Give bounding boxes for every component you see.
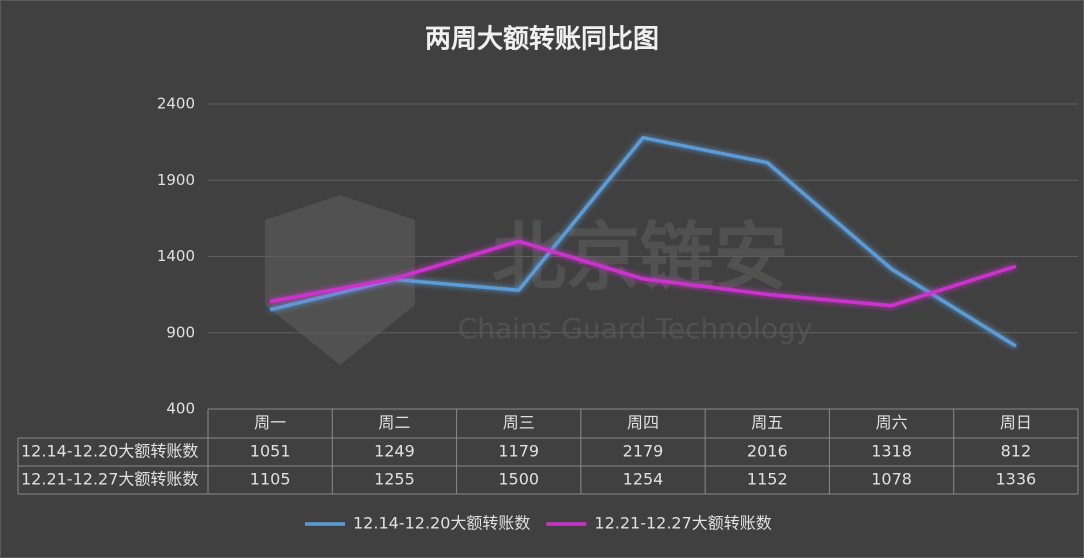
table-cell: 2179 bbox=[623, 442, 664, 461]
x-tick-label: 周五 bbox=[751, 413, 783, 432]
table-cell: 1318 bbox=[871, 442, 912, 461]
watermark-logo bbox=[265, 195, 415, 365]
legend-label: 12.21-12.27大额转账数 bbox=[594, 514, 771, 533]
table-cell: 1249 bbox=[374, 442, 415, 461]
x-tick-label: 周三 bbox=[503, 413, 535, 432]
table-cell: 1500 bbox=[498, 470, 539, 489]
y-tick-label: 1400 bbox=[157, 247, 195, 265]
table-cell: 1336 bbox=[995, 470, 1036, 489]
y-tick-label: 2400 bbox=[157, 95, 195, 113]
y-tick-label: 400 bbox=[166, 400, 195, 418]
table-cell: 1078 bbox=[871, 470, 912, 489]
series-line bbox=[269, 239, 1017, 308]
x-tick-label: 周四 bbox=[627, 413, 659, 432]
legend-label: 12.14-12.20大额转账数 bbox=[353, 514, 530, 533]
legend: 12.14-12.20大额转账数 12.21-12.27大额转账数 bbox=[305, 514, 772, 533]
table-cell: 1105 bbox=[250, 470, 291, 489]
watermark-subtitle: Chains Guard Technology bbox=[458, 312, 813, 345]
table-cell: 812 bbox=[1001, 442, 1032, 461]
y-tick-label: 1900 bbox=[157, 171, 195, 189]
x-tick-label: 周一 bbox=[254, 413, 286, 432]
table-row-label: 12.14-12.20大额转账数 bbox=[21, 442, 198, 461]
table-cell: 2016 bbox=[747, 442, 788, 461]
x-tick-label: 周六 bbox=[876, 413, 908, 432]
table-cell: 1254 bbox=[623, 470, 664, 489]
table-cell: 1179 bbox=[498, 442, 539, 461]
watermark: 北京链安 Chains Guard Technology bbox=[265, 195, 812, 365]
table-cell: 1152 bbox=[747, 470, 788, 489]
y-tick-label: 900 bbox=[166, 323, 195, 341]
x-tick-label: 周二 bbox=[378, 413, 410, 432]
watermark-text: 北京链安 bbox=[492, 215, 788, 301]
x-tick-label: 周日 bbox=[1000, 413, 1032, 432]
table-row-label: 12.21-12.27大额转账数 bbox=[21, 470, 198, 489]
chart-title: 两周大额转账同比图 bbox=[425, 25, 659, 55]
table-cell: 1051 bbox=[250, 442, 291, 461]
table-cell: 1255 bbox=[374, 470, 415, 489]
